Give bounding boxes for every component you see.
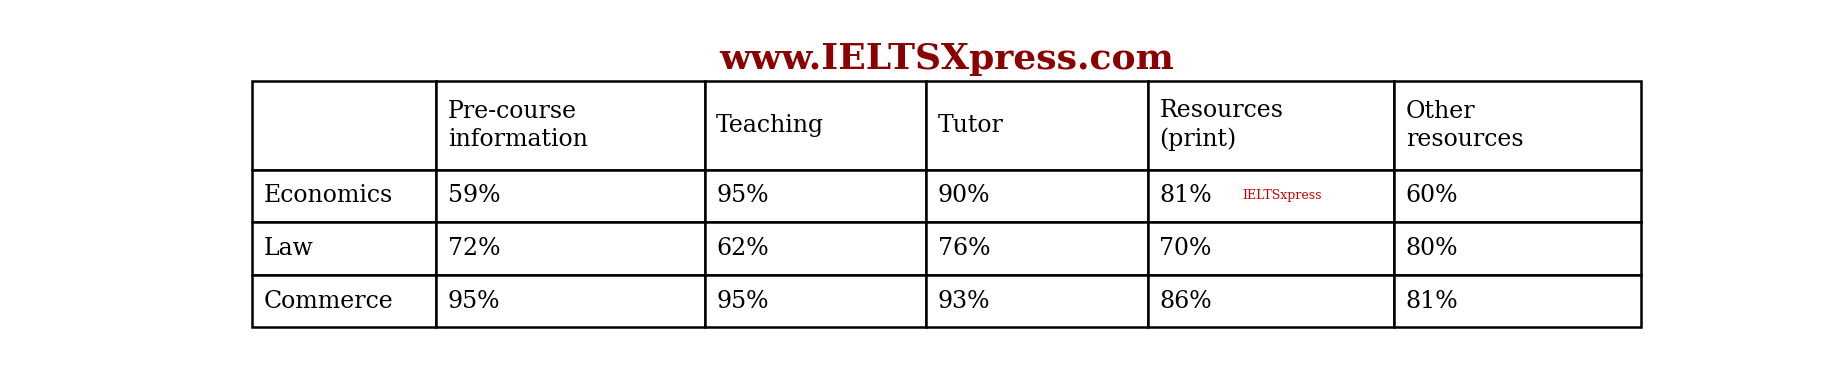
Text: 95%: 95% <box>717 290 768 312</box>
Text: 59%: 59% <box>447 184 501 207</box>
Bar <box>253 170 436 222</box>
Text: Tutor: Tutor <box>938 114 1003 137</box>
Text: 81%: 81% <box>1160 184 1212 207</box>
Bar <box>253 81 436 170</box>
Bar <box>927 170 1147 222</box>
Bar <box>1147 170 1394 222</box>
Text: 86%: 86% <box>1160 290 1212 312</box>
Text: Resources
(print): Resources (print) <box>1160 99 1284 151</box>
Bar <box>436 170 706 222</box>
Bar <box>436 275 706 327</box>
Bar <box>1394 170 1640 222</box>
Bar <box>706 222 927 275</box>
Text: Economics: Economics <box>264 184 393 207</box>
Text: Commerce: Commerce <box>264 290 393 312</box>
Bar <box>927 275 1147 327</box>
Text: 90%: 90% <box>938 184 990 207</box>
Text: 76%: 76% <box>938 237 990 260</box>
Text: 62%: 62% <box>717 237 768 260</box>
Bar <box>706 170 927 222</box>
Bar <box>436 81 706 170</box>
Bar <box>253 222 436 275</box>
Bar <box>1394 222 1640 275</box>
Bar <box>1394 81 1640 170</box>
Text: 95%: 95% <box>447 290 501 312</box>
Bar <box>1394 275 1640 327</box>
Bar <box>1147 275 1394 327</box>
Text: 81%: 81% <box>1406 290 1459 312</box>
Text: Teaching: Teaching <box>717 114 824 137</box>
Text: Law: Law <box>264 237 314 260</box>
Bar <box>706 81 927 170</box>
Text: 60%: 60% <box>1406 184 1459 207</box>
Text: Pre-course
information: Pre-course information <box>447 99 587 151</box>
Text: IELTSxpress: IELTSxpress <box>1243 189 1322 202</box>
Text: 93%: 93% <box>938 290 990 312</box>
Text: 95%: 95% <box>717 184 768 207</box>
Text: 72%: 72% <box>447 237 501 260</box>
Text: Other
resources: Other resources <box>1406 99 1524 151</box>
Bar <box>253 275 436 327</box>
Bar <box>1147 222 1394 275</box>
Text: 80%: 80% <box>1406 237 1459 260</box>
Bar <box>436 222 706 275</box>
Bar <box>706 275 927 327</box>
Bar <box>927 81 1147 170</box>
Bar <box>1147 81 1394 170</box>
Text: 70%: 70% <box>1160 237 1212 260</box>
Bar <box>927 222 1147 275</box>
Text: www.IELTSXpress.com: www.IELTSXpress.com <box>718 42 1175 76</box>
